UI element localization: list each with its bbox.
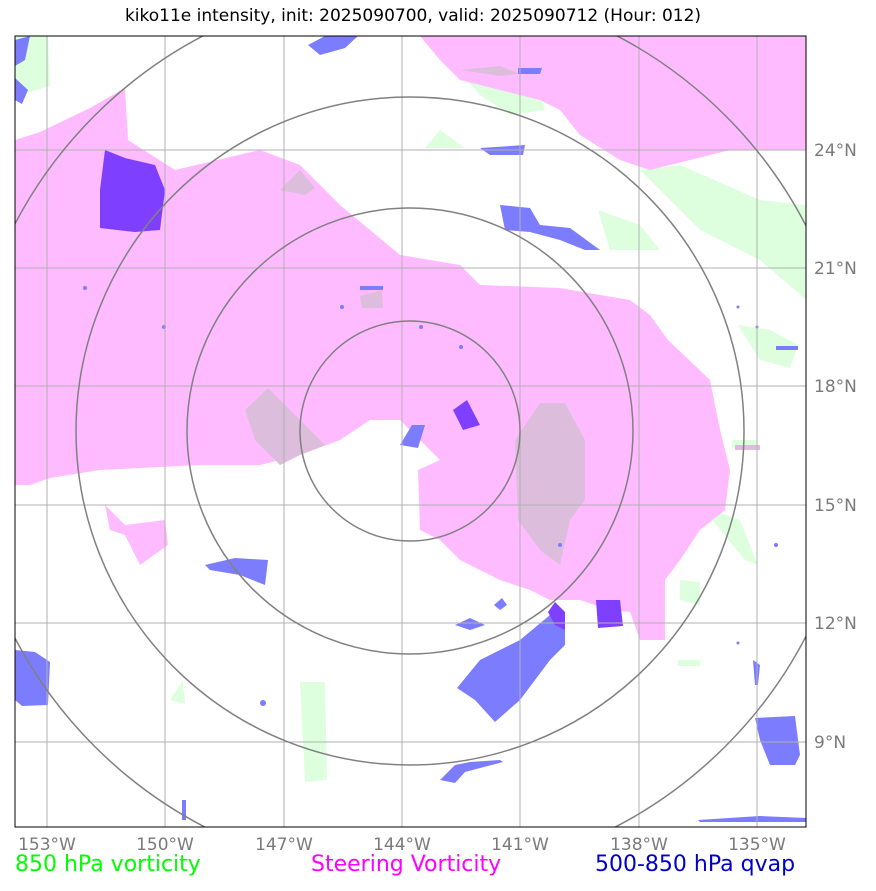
lon-tick-label: 141°W — [491, 835, 549, 855]
graticule — [15, 36, 806, 827]
range-rings — [15, 36, 806, 827]
map-frame — [14, 35, 807, 828]
lon-tick-label: 135°W — [728, 835, 786, 855]
map-title: kiko11e intensity, init: 2025090700, val… — [124, 6, 702, 26]
latitude-labels: 24°N 21°N 18°N 15°N 12°N 9°N — [814, 141, 857, 753]
lat-tick-label: 21°N — [814, 259, 857, 279]
lon-tick-label: 147°W — [255, 835, 313, 855]
lat-tick-label: 15°N — [814, 496, 857, 516]
lat-tick-label: 24°N — [814, 141, 857, 161]
lat-tick-label: 18°N — [814, 377, 857, 397]
overlap-regions — [245, 66, 760, 565]
lat-tick-label: 12°N — [814, 614, 857, 634]
lon-tick-label: 138°W — [610, 835, 668, 855]
lon-tick-label: 153°W — [18, 835, 76, 855]
qvap-regions — [15, 36, 806, 822]
legend-qvap: 500-850 hPa qvap — [595, 852, 796, 877]
lon-tick-label: 144°W — [373, 835, 431, 855]
legend-850-vorticity: 850 hPa vorticity — [15, 852, 201, 877]
lon-tick-label: 150°W — [136, 835, 194, 855]
legend-steering-vorticity: Steering Vorticity — [311, 852, 502, 877]
lat-tick-label: 9°N — [814, 733, 846, 753]
map-plot-area — [15, 36, 806, 827]
longitude-labels: 153°W 150°W 147°W 144°W 141°W 138°W 135°… — [18, 835, 786, 855]
